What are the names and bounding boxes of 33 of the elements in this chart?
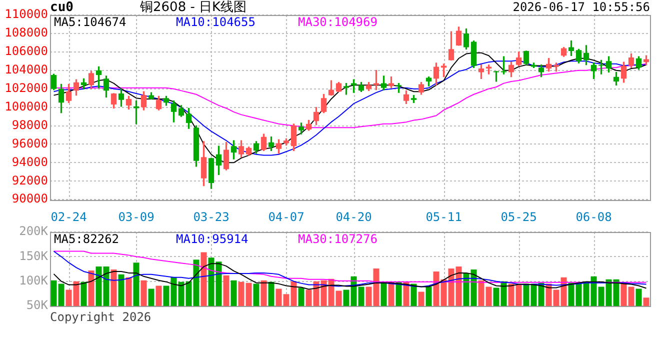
x-tick-label: 05-25 — [500, 210, 537, 224]
text: MA5:104674 — [54, 15, 126, 30]
y-tick-label: 104000 — [4, 62, 48, 77]
x-tick-label: 04-07 — [268, 210, 304, 224]
x-tick-label: 02-24 — [50, 210, 87, 224]
y-tick-label: 102000 — [4, 80, 48, 95]
text: MA10:104655 — [176, 15, 256, 30]
y-tick-label: 96000 — [12, 136, 48, 150]
chart-title: 铜2608 - 日K线图 — [140, 0, 247, 16]
y-tick-label: 106000 — [4, 44, 48, 58]
y-tick-label: 108000 — [4, 26, 48, 40]
y-tick-label: 92000 — [12, 173, 48, 188]
y-tick-label: 94000 — [12, 154, 48, 169]
x-tick-label: 03-23 — [193, 210, 230, 224]
x-tick-label: 03-09 — [118, 210, 154, 224]
text: 2026-06-17 10:55:56 — [512, 0, 650, 15]
text: Copyright 2026 — [50, 310, 152, 325]
text: MA30:107276 — [298, 232, 378, 246]
text: MA30:104969 — [298, 15, 378, 30]
y-tick-label: 90000 — [12, 192, 48, 206]
x-tick-label: 04-20 — [336, 210, 372, 224]
y-tick-label: 110000 — [4, 7, 48, 22]
chart-subtitle: cu0 — [50, 0, 74, 15]
y-tick-label: 50K — [26, 298, 49, 312]
y-tick-label: 200K — [19, 224, 49, 238]
text: MA10:95914 — [176, 232, 248, 246]
y-tick-label: 100000 — [4, 99, 48, 114]
x-tick-label: 05-11 — [426, 210, 462, 224]
text: MA5:82262 — [54, 232, 120, 246]
y-tick-label: 100K — [19, 273, 49, 288]
x-tick-label: 06-08 — [576, 210, 612, 224]
y-tick-label: 98000 — [12, 118, 48, 132]
y-tick-label: 150K — [19, 248, 49, 263]
